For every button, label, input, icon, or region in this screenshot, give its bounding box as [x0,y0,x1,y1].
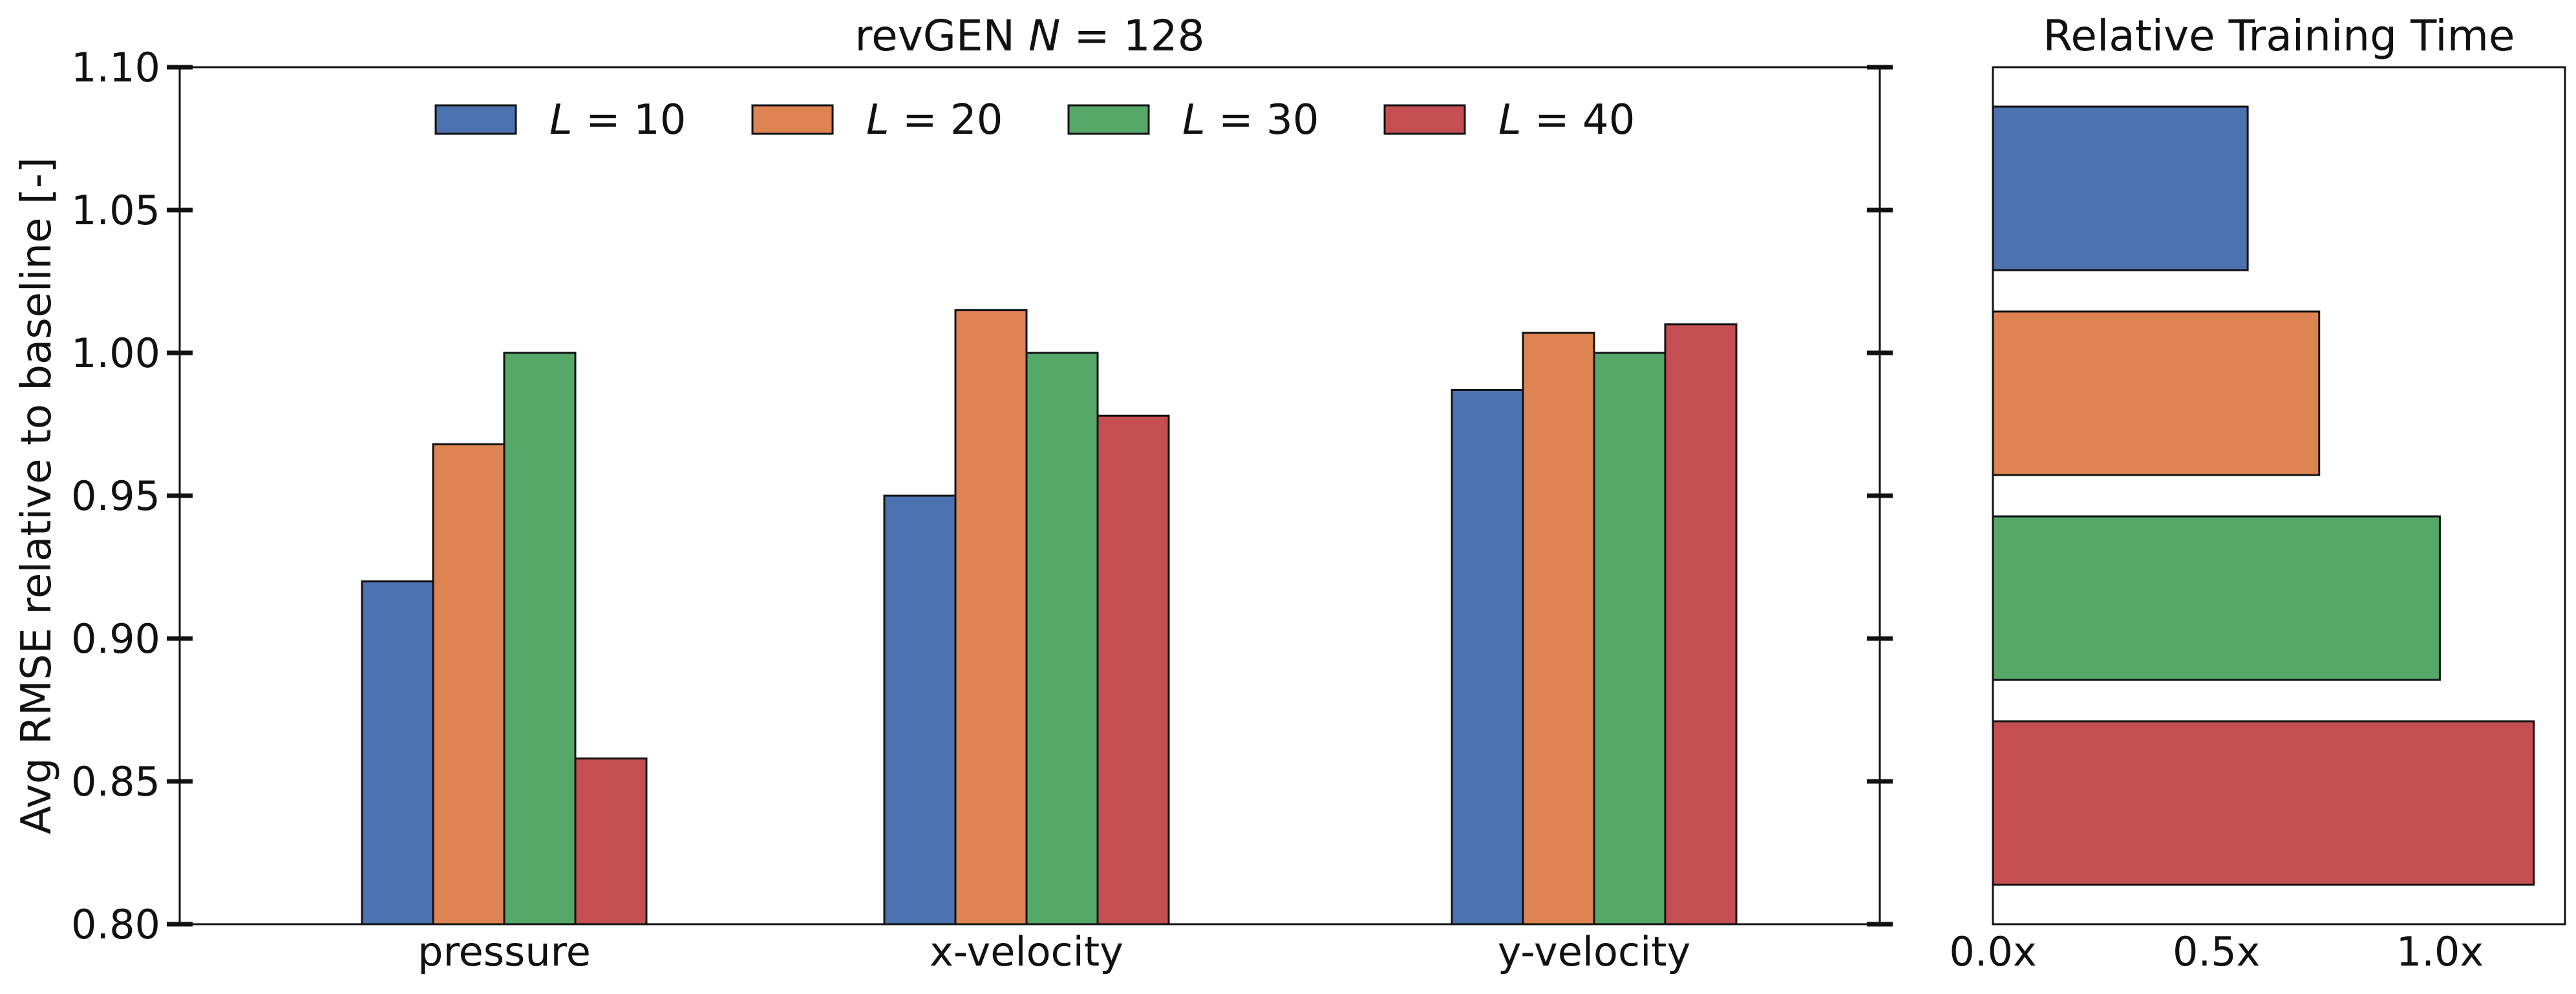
bar-l40-y-velocity [1664,323,1738,925]
x-tick-label: 0.5x [2173,928,2260,975]
x-tick-label: pressure [418,928,591,975]
bar-l10-pressure [361,580,434,925]
legend-swatch [751,104,834,135]
legend-swatch [1383,104,1466,135]
bar-l30-pressure [503,352,577,925]
bar-l40-pressure [574,757,648,925]
x-tick-label: x-velocity [930,928,1123,975]
bar-l10-x-velocity [883,494,957,925]
training-time-bar-l20 [1992,310,2321,476]
bar-l20-y-velocity [1522,332,1595,925]
y-tick-label: 1.10 [71,44,160,91]
legend-label: L = 10 [549,96,686,144]
y-tick-label: 1.05 [71,187,160,234]
y-tick-label: 0.95 [71,472,160,520]
y-tick-label: 1.00 [71,330,160,377]
legend-swatch [1067,104,1150,135]
rmse-y-axis-label: Avg RMSE relative to baseline [-] [13,157,61,834]
rmse-y-ticks: 0.80 0.85 0.90 0.95 1.00 1.05 1.10 [71,44,1893,948]
training-time-plot-frame [1992,66,2566,925]
training-time-bars [1992,105,2535,886]
x-tick-label: y-velocity [1498,928,1691,975]
bar-l20-pressure [432,443,506,925]
training-time-title: Relative Training Time [2043,11,2515,61]
training-time-x-ticks: 0.0x 0.5x 1.0x [1949,928,2484,975]
training-time-bar-l10 [1992,105,2249,271]
legend-swatch [434,104,517,135]
rmse-x-ticks: pressure x-velocity y-velocity [418,928,1690,975]
rmse-plot-frame [178,66,1881,925]
y-tick-label: 0.85 [71,758,160,805]
x-tick-label: 0.0x [1949,928,2036,975]
y-tick-label: 0.80 [71,901,160,948]
training-time-chart: Relative Training Time 0.0x 0.5x 1.0x [1949,11,2566,975]
x-tick-label: 1.0x [2396,928,2484,975]
bar-l30-y-velocity [1593,352,1666,925]
bar-l40-x-velocity [1096,414,1170,925]
bar-l20-x-velocity [954,309,1028,925]
rmse-legend: L = 10 L = 20 L = 30 L = 40 [434,96,1635,144]
rmse-chart-title: revGEN N = 128 [855,11,1204,61]
legend-label: L = 30 [1182,96,1319,144]
training-time-bar-l30 [1992,515,2441,681]
legend-label: L = 20 [866,96,1003,144]
bar-l30-x-velocity [1025,352,1099,925]
legend-label: L = 40 [1498,96,1635,144]
rmse-bars [361,309,1738,925]
training-time-bar-l40 [1992,720,2535,886]
y-tick-label: 0.90 [71,615,160,662]
bar-l10-y-velocity [1451,388,1524,925]
rmse-bar-chart: revGEN N = 128 Avg RMSE relative to base… [13,11,1893,975]
